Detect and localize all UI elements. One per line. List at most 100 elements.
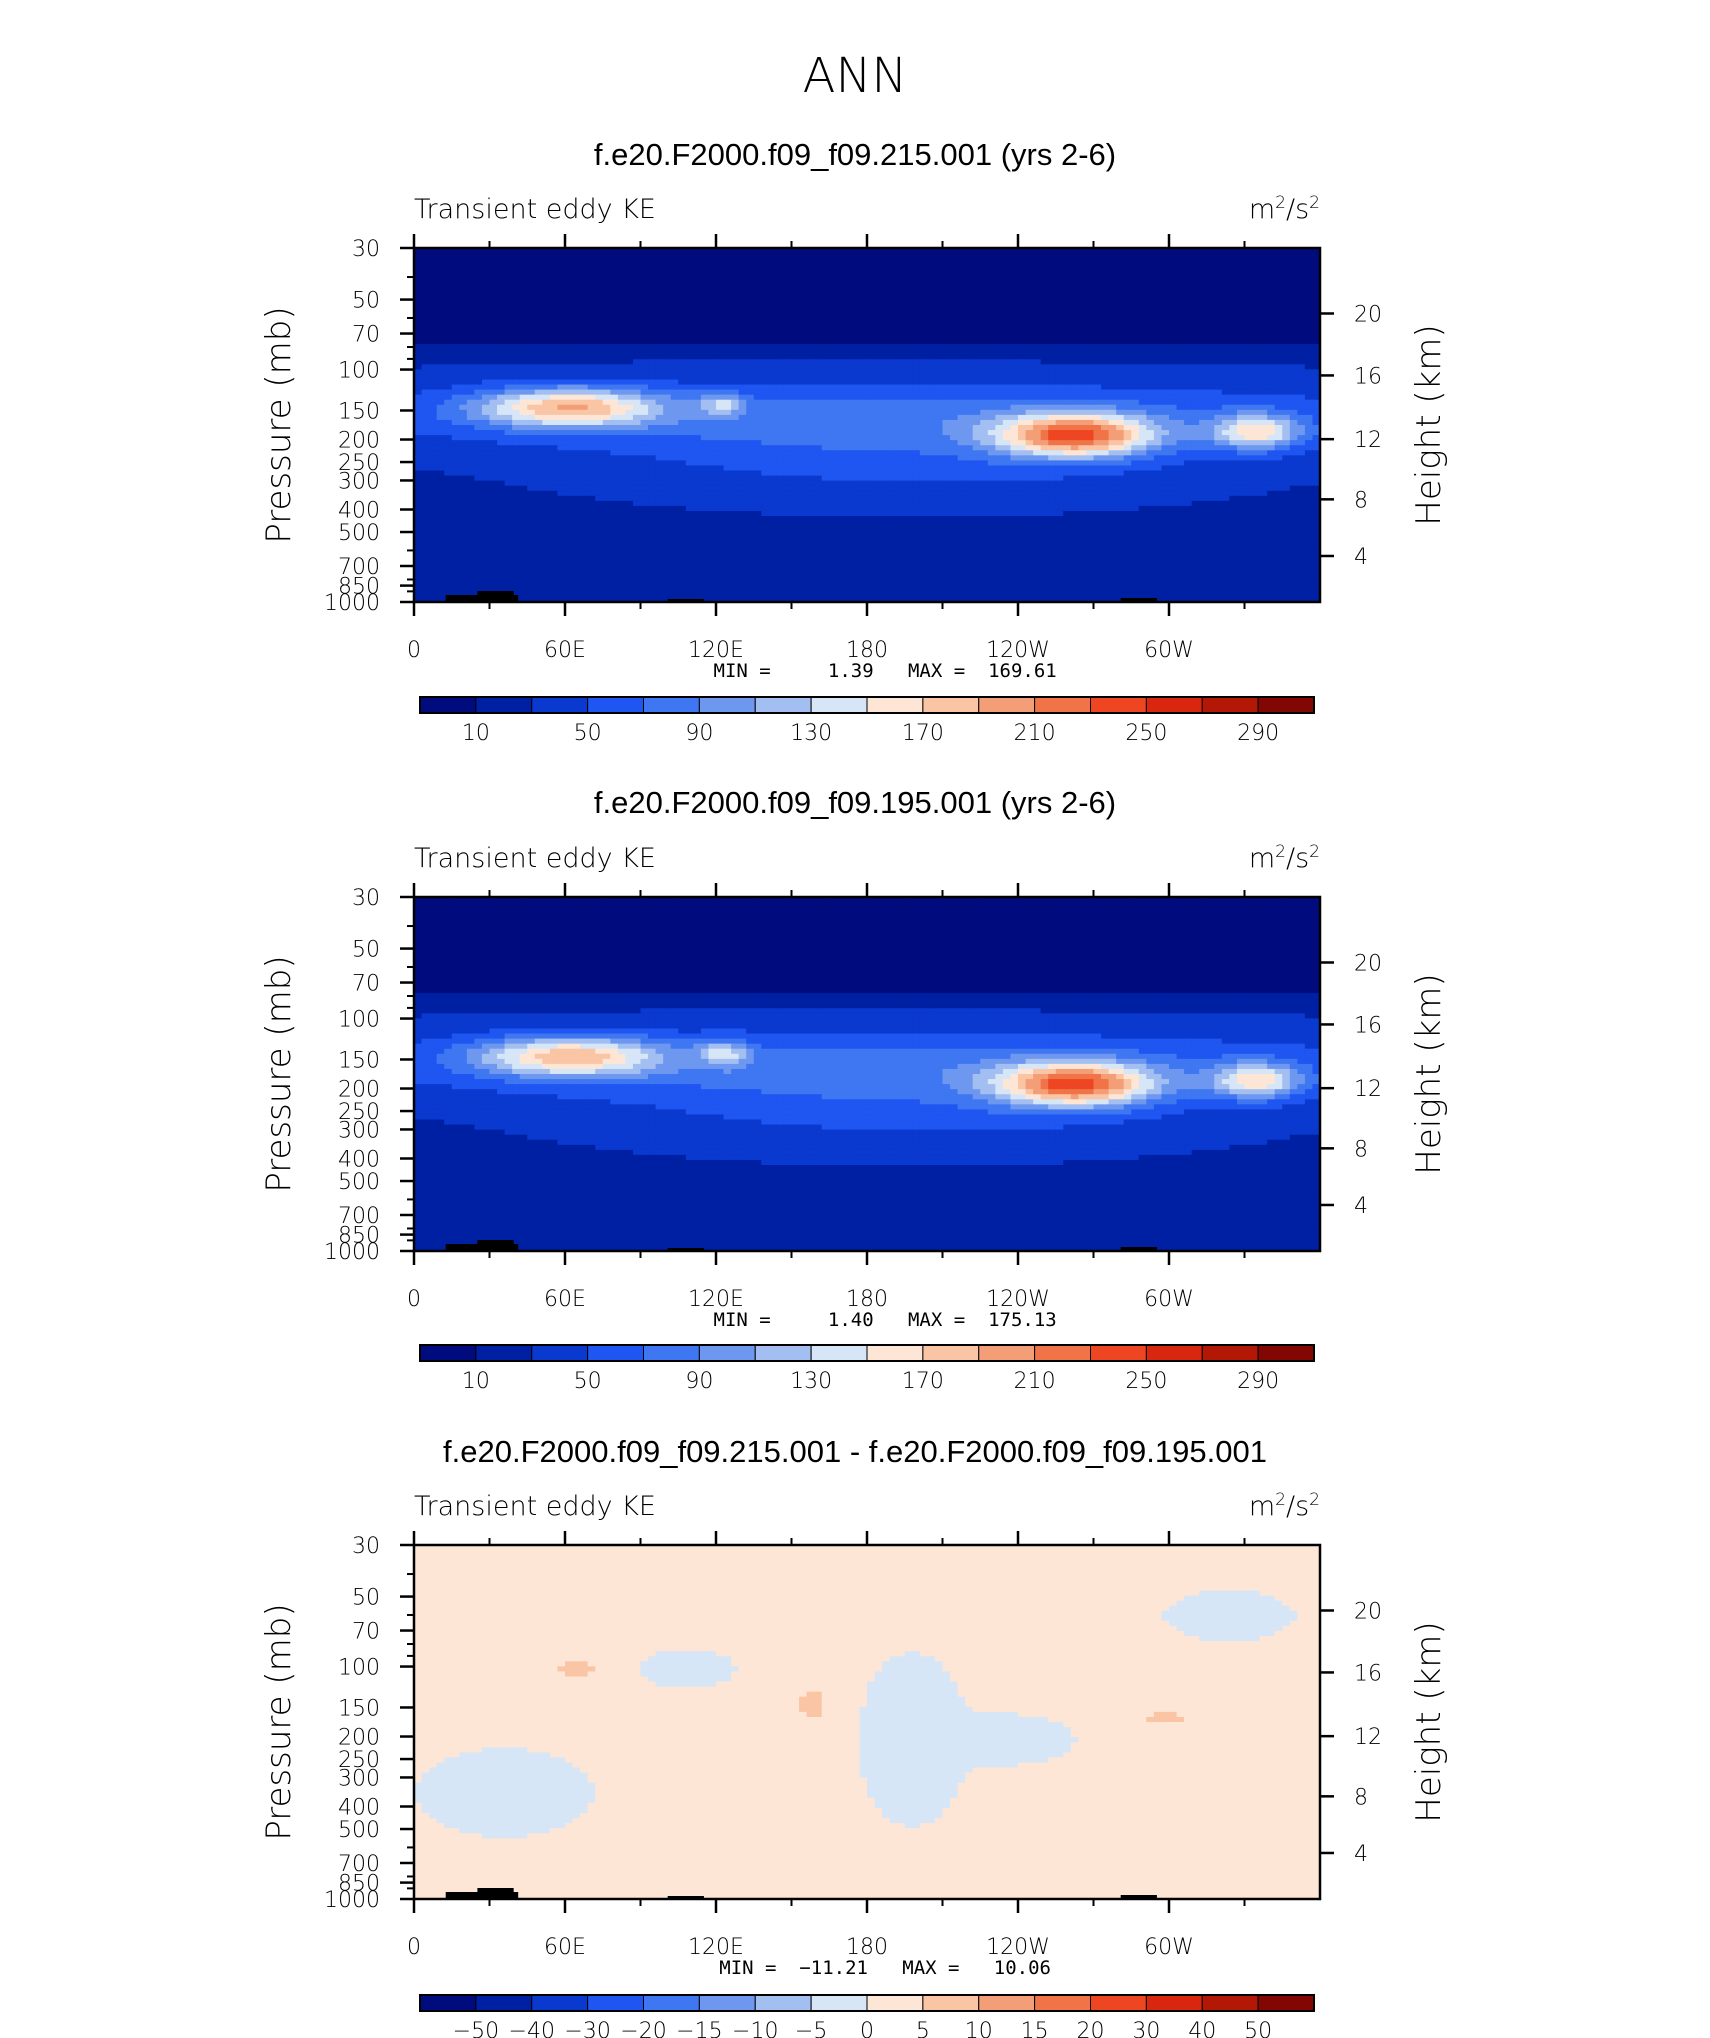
heatmap-cell (1305, 268, 1313, 274)
heatmap-cell (459, 253, 467, 259)
heatmap-cell (603, 268, 611, 274)
heatmap-cell (701, 299, 709, 305)
heatmap-cell (724, 253, 732, 259)
heatmap-cell (882, 273, 890, 279)
heatmap-cell (1199, 253, 1207, 259)
heatmap-cell (799, 253, 807, 259)
heatmap-cell (490, 258, 498, 264)
heatmap-cell (527, 263, 535, 269)
heatmap-cell (520, 268, 528, 274)
heatmap-cell (474, 299, 482, 305)
heatmap-cell (912, 299, 920, 305)
heatmap-cell (625, 273, 633, 279)
heatmap-cell (965, 263, 973, 269)
heatmap-cell (520, 253, 528, 259)
heatmap-cell (1275, 294, 1283, 300)
heatmap-cell (1245, 299, 1253, 305)
heatmap-cell (1063, 263, 1071, 269)
heatmap-cell (814, 304, 822, 310)
heatmap-cell (1146, 268, 1154, 274)
heatmap-cell (1222, 299, 1230, 305)
heatmap-cell (965, 273, 973, 279)
heatmap-cell (1071, 253, 1079, 259)
heatmap-cell (1290, 263, 1298, 269)
heatmap-cell (686, 304, 694, 310)
heatmap-cell (716, 299, 724, 305)
heatmap-cell (1109, 288, 1117, 294)
heatmap-cell (1063, 253, 1071, 259)
heatmap-cell (905, 263, 913, 269)
heatmap-cell (792, 273, 800, 279)
heatmap-cell (739, 253, 747, 259)
heatmap-cell (459, 268, 467, 274)
heatmap-cell (474, 253, 482, 259)
heatmap-cell (1071, 294, 1079, 300)
heatmap-cell (557, 253, 565, 259)
heatmap-cell (452, 253, 460, 259)
heatmap-cell (422, 294, 430, 300)
heatmap-cell (557, 273, 565, 279)
heatmap-cell (897, 258, 905, 264)
heatmap-cell (1214, 258, 1222, 264)
heatmap-cell (474, 304, 482, 310)
heatmap-cell (678, 283, 686, 289)
heatmap-cell (920, 258, 928, 264)
heatmap-cell (1297, 299, 1305, 305)
heatmap-cell (822, 258, 830, 264)
heatmap-cell (580, 258, 588, 264)
heatmap-cell (1237, 288, 1245, 294)
heatmap-cell (980, 268, 988, 274)
heatmap-cell (920, 273, 928, 279)
heatmap-cell (625, 304, 633, 310)
heatmap-cell (716, 294, 724, 300)
heatmap-cell (927, 288, 935, 294)
heatmap-cell (1229, 263, 1237, 269)
heatmap-cell (807, 288, 815, 294)
heatmap-cell (731, 268, 739, 274)
heatmap-cell (724, 278, 732, 284)
heatmap-cell (1026, 283, 1034, 289)
heatmap-cell (867, 304, 875, 310)
heatmap-cell (1192, 268, 1200, 274)
heatmap-cell (1018, 294, 1026, 300)
heatmap-cell (859, 304, 867, 310)
heatmap-cell (1282, 253, 1290, 259)
heatmap-cell (618, 273, 626, 279)
heatmap-cell (1214, 294, 1222, 300)
heatmap-cell (656, 278, 664, 284)
heatmap-cell (512, 273, 520, 279)
heatmap-cell (422, 288, 430, 294)
heatmap-cell (535, 294, 543, 300)
heatmap-cell (595, 253, 603, 259)
heatmap-cell (1071, 299, 1079, 305)
heatmap-cell (1010, 258, 1018, 264)
heatmap-cell (482, 268, 490, 274)
heatmap-cell (505, 294, 513, 300)
heatmap-cell (648, 299, 656, 305)
heatmap-cell (437, 304, 445, 310)
heatmap-cell (671, 258, 679, 264)
heatmap-cell (459, 258, 467, 264)
heatmap-cell (573, 263, 581, 269)
heatmap-cell (1109, 263, 1117, 269)
heatmap-cell (716, 288, 724, 294)
heatmap-cell (995, 273, 1003, 279)
heatmap-cell (1003, 294, 1011, 300)
heatmap-cell (1116, 258, 1124, 264)
heatmap-cell (1245, 294, 1253, 300)
heatmap-cell (995, 278, 1003, 284)
heatmap-cell (1026, 273, 1034, 279)
heatmap-cell (837, 294, 845, 300)
heatmap-cell (995, 288, 1003, 294)
heatmap-cell (1131, 268, 1139, 274)
heatmap-cell (1086, 263, 1094, 269)
heatmap-cell (995, 268, 1003, 274)
heatmap-cell (573, 288, 581, 294)
heatmap-cell (988, 258, 996, 264)
heatmap-cell (633, 253, 641, 259)
heatmap-cell (557, 304, 565, 310)
heatmap-cell (633, 278, 641, 284)
heatmap-cell (1033, 253, 1041, 259)
heatmap-cell (1086, 253, 1094, 259)
heatmap-cell (452, 299, 460, 305)
